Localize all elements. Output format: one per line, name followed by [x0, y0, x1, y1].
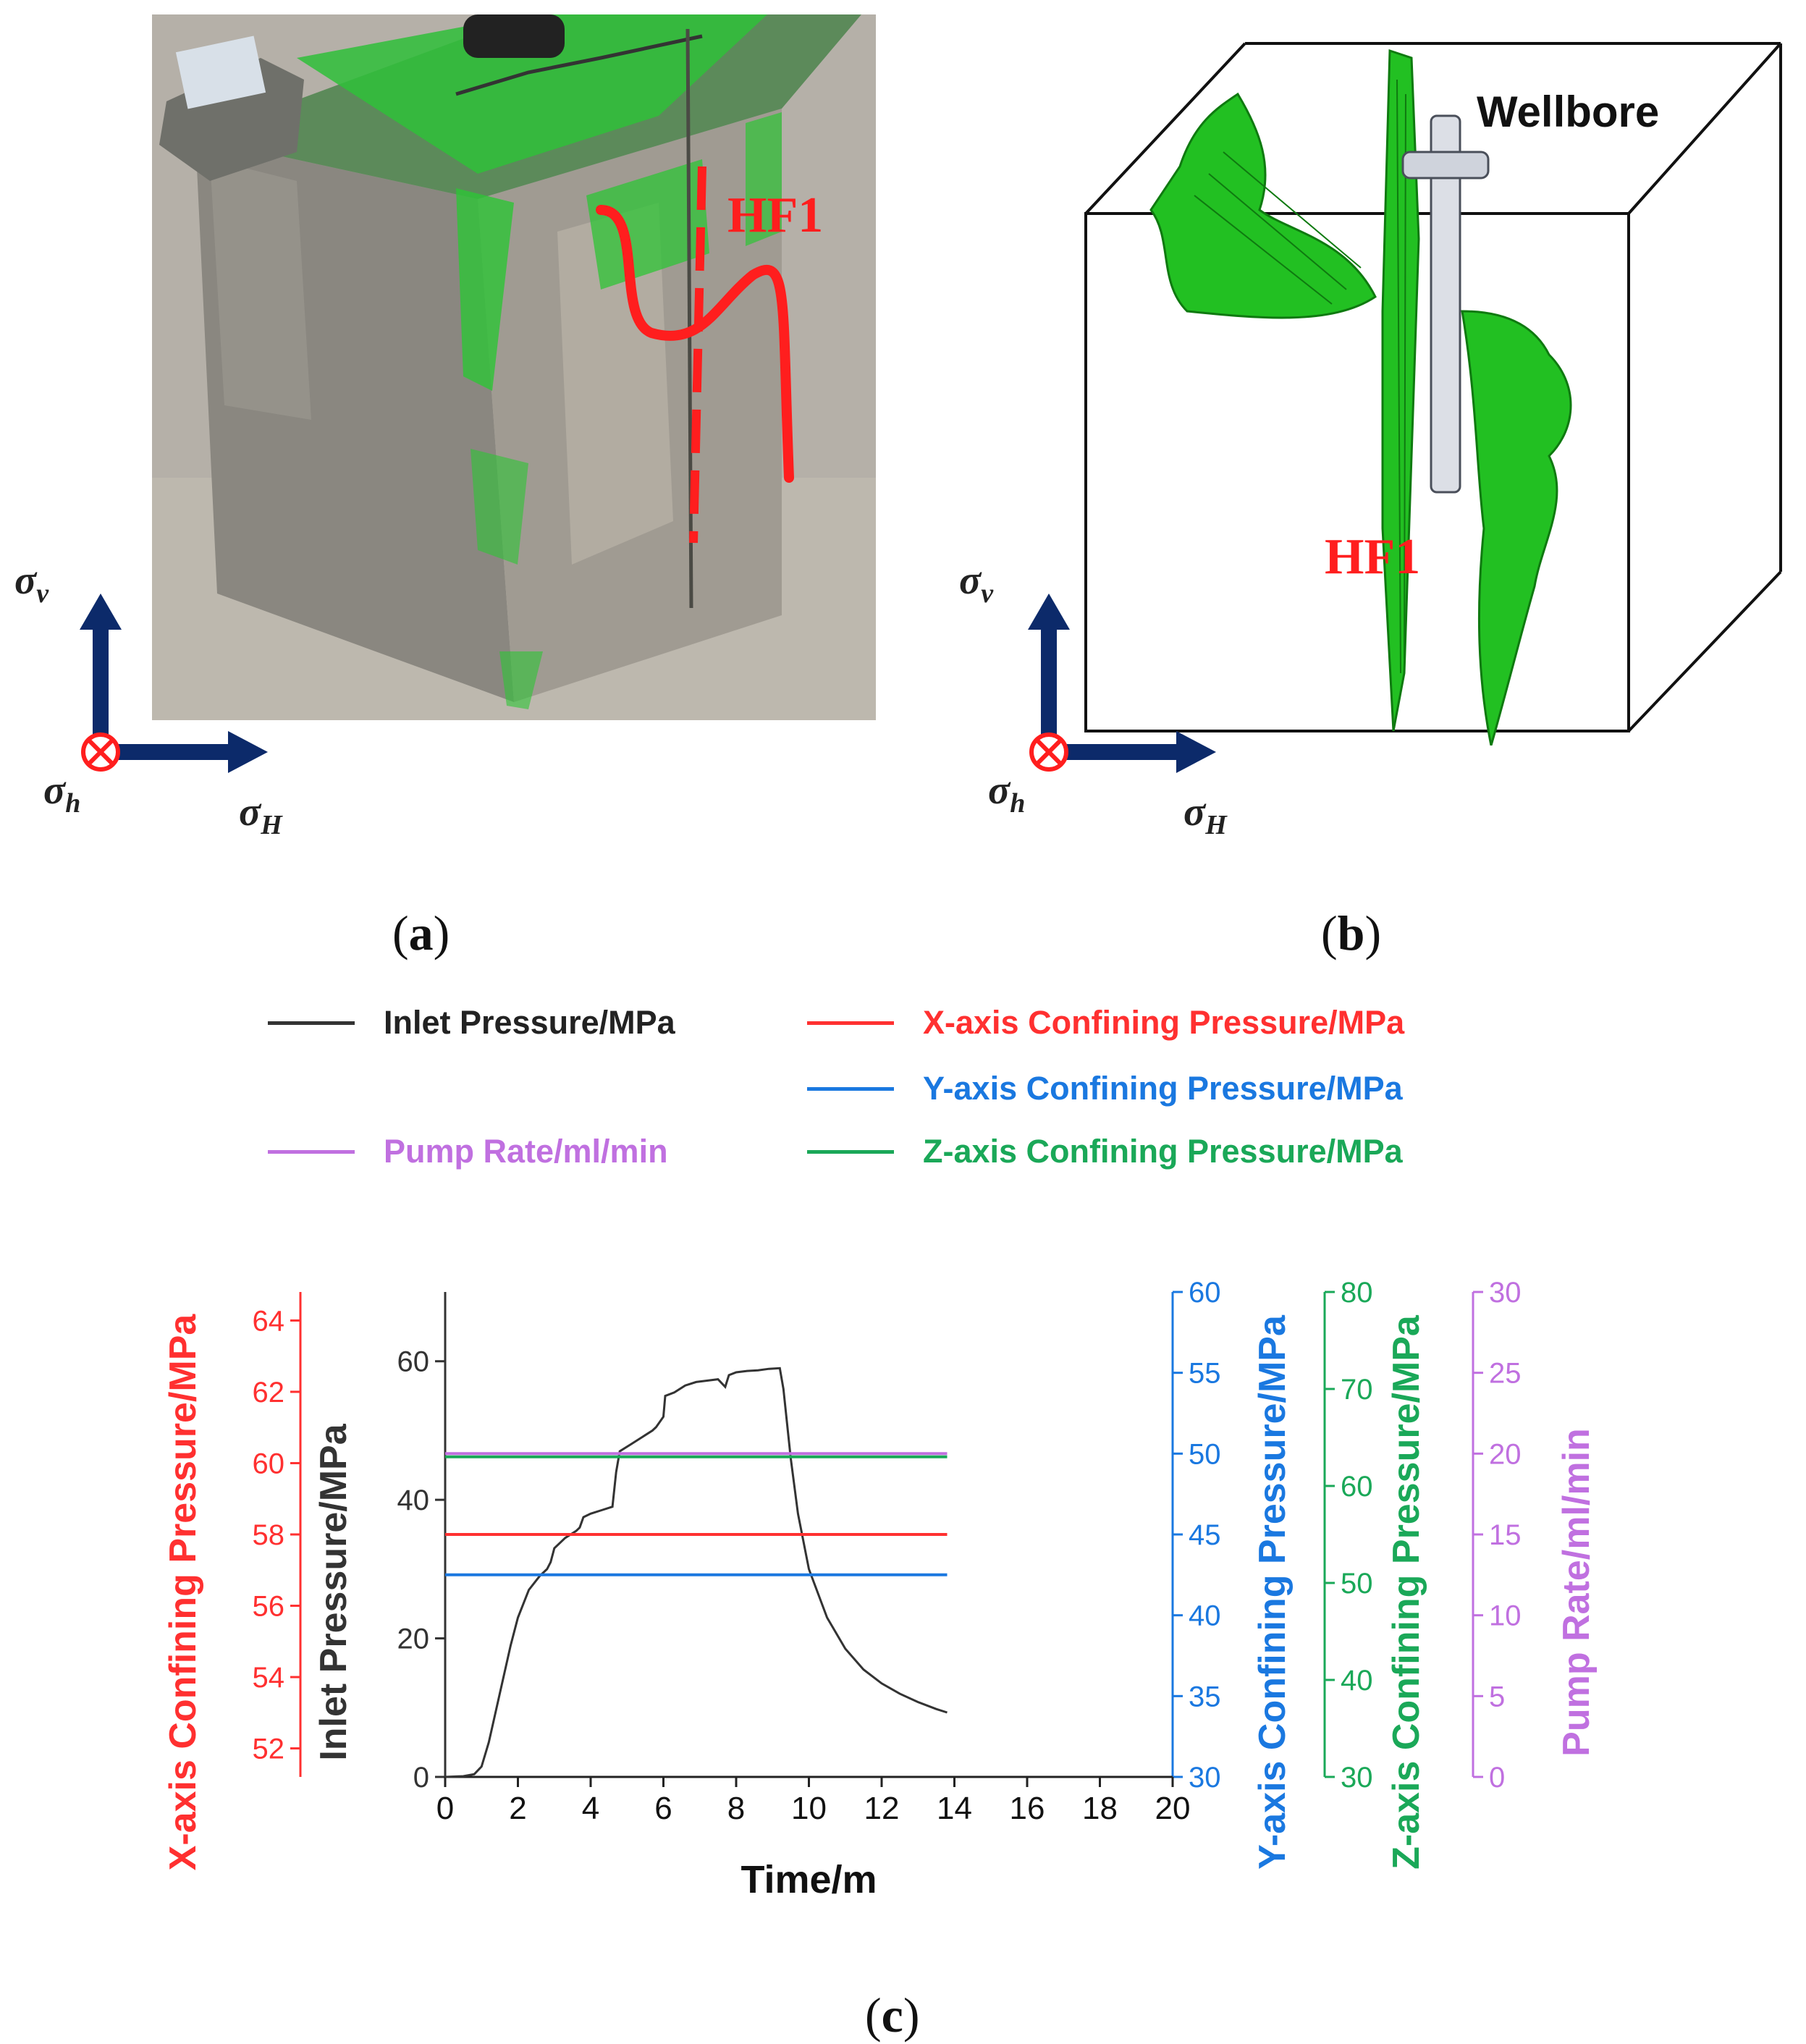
- x-tick-label: 6: [654, 1791, 672, 1826]
- panel-b-sigma-h-label: σh: [988, 768, 1026, 819]
- wellbore-pipe: [1430, 114, 1461, 494]
- y-axis-label-pump: Pump Rate/ml/min: [1556, 1428, 1598, 1757]
- y-tick-label-inlet: 60: [397, 1346, 430, 1378]
- x-tick-label: 18: [1082, 1791, 1118, 1826]
- y-tick-label-pump: 0: [1489, 1762, 1505, 1794]
- y-tick-label-pump: 10: [1489, 1600, 1522, 1632]
- sigma-v-arrow-head: [80, 594, 122, 630]
- y-tick-label-z_axis: 70: [1341, 1374, 1373, 1406]
- legend-swatch-inlet: [268, 1021, 355, 1025]
- panel-b-hf1-label: HF1: [1325, 529, 1421, 585]
- legend-x-axis: X-axis Confining Pressure/MPa: [807, 1004, 1404, 1042]
- y-tick-label-x_axis: 60: [253, 1448, 285, 1479]
- y-tick-label-z_axis: 40: [1341, 1665, 1373, 1697]
- wellbore-knob: [463, 14, 565, 58]
- panel-a-letter: (a): [392, 905, 450, 960]
- panel-b-sigma-H-label: σH: [1183, 790, 1227, 841]
- x-tick-label: 20: [1155, 1791, 1191, 1826]
- y-tick-label-x_axis: 52: [253, 1733, 285, 1765]
- y-tick-label-y_axis: 35: [1189, 1681, 1221, 1713]
- y-tick-label-pump: 30: [1489, 1277, 1522, 1309]
- y-tick-label-z_axis: 50: [1341, 1568, 1373, 1600]
- legend-label-pump: Pump Rate/ml/min: [384, 1133, 668, 1170]
- sigma-H-arrow-head: [228, 731, 268, 773]
- wellbore-collar: [1401, 151, 1490, 180]
- y-tick-label-z_axis: 60: [1341, 1471, 1373, 1503]
- x-tick-label: 14: [937, 1791, 972, 1826]
- sigma-v-arrow-head: [1028, 594, 1070, 630]
- y-axis-label-x_axis: X-axis Confining Pressure/MPa: [162, 1314, 204, 1871]
- panel-a-sigma-v-label: σv: [14, 558, 49, 609]
- legend-label-z-axis: Z-axis Confining Pressure/MPa: [923, 1133, 1403, 1170]
- y-tick-label-z_axis: 80: [1341, 1277, 1373, 1309]
- panel-a-sigma-h-label: σh: [43, 768, 81, 819]
- hf1-solid-trace: [596, 205, 794, 483]
- y-tick-label-y_axis: 60: [1189, 1277, 1221, 1309]
- sigma-H-arrow-head: [1176, 731, 1216, 773]
- legend-label-inlet: Inlet Pressure/MPa: [384, 1004, 675, 1041]
- legend-label-y-axis: Y-axis Confining Pressure/MPa: [923, 1070, 1403, 1107]
- panel-b-sigma-v-label: σv: [959, 558, 994, 609]
- sigma-v-arrow-shaft: [93, 622, 109, 764]
- sigma-v-arrow-shaft: [1041, 622, 1057, 764]
- y-tick-label-x_axis: 58: [253, 1519, 285, 1551]
- legend-z-axis: Z-axis Confining Pressure/MPa: [807, 1133, 1403, 1170]
- panel-b-3d-model: [1084, 42, 1782, 746]
- y-tick-label-y_axis: 55: [1189, 1358, 1221, 1390]
- series-line-inlet: [444, 1367, 948, 1778]
- y-tick-label-y_axis: 40: [1189, 1600, 1221, 1632]
- x-tick-label: 4: [582, 1791, 599, 1826]
- y-tick-label-x_axis: 64: [253, 1305, 285, 1337]
- x-tick-label: 0: [436, 1791, 454, 1826]
- y-tick-label-pump: 15: [1489, 1519, 1522, 1551]
- x-tick-label: 12: [864, 1791, 900, 1826]
- legend-swatch-x-axis: [807, 1021, 894, 1025]
- y-tick-label-y_axis: 30: [1189, 1762, 1221, 1794]
- y-tick-label-x_axis: 54: [253, 1662, 285, 1694]
- x-tick-label: 10: [791, 1791, 827, 1826]
- panel-b-stress-axes: [1028, 594, 1216, 773]
- sigma-H-arrow-shaft: [1064, 744, 1180, 760]
- y-axis-label-inlet: Inlet Pressure/MPa: [313, 1423, 355, 1760]
- legend-swatch-z-axis: [807, 1149, 894, 1154]
- y-tick-label-x_axis: 56: [253, 1591, 285, 1623]
- panel-b-letter: (b): [1321, 905, 1382, 960]
- panel-a-stress-axes: [80, 594, 268, 773]
- y-tick-label-y_axis: 45: [1189, 1519, 1221, 1551]
- legend-swatch-pump: [268, 1149, 355, 1154]
- fracture-left-wing: [1149, 92, 1377, 319]
- y-tick-label-z_axis: 30: [1341, 1762, 1373, 1794]
- hf1-dashed-trace: [689, 166, 706, 544]
- y-tick-label-x_axis: 62: [253, 1377, 285, 1409]
- y-axis-label-z_axis: Z-axis Confining Pressure/MPa: [1385, 1314, 1427, 1870]
- y-tick-label-pump: 20: [1489, 1438, 1522, 1470]
- y-tick-label-inlet: 40: [397, 1485, 430, 1516]
- legend-inlet: Inlet Pressure/MPa: [268, 1004, 675, 1042]
- fracture-right-wing: [1461, 310, 1572, 746]
- x-tick-label: 16: [1010, 1791, 1045, 1826]
- x-tick-label: 8: [727, 1791, 745, 1826]
- panel-a-hf1-label: HF1: [727, 187, 824, 243]
- y-tick-label-y_axis: 50: [1189, 1438, 1221, 1470]
- y-tick-label-pump: 5: [1489, 1681, 1505, 1713]
- panel-a-photo: [152, 14, 876, 720]
- y-tick-label-inlet: 20: [397, 1623, 430, 1655]
- legend-y-axis: Y-axis Confining Pressure/MPa: [807, 1070, 1403, 1107]
- panel-c-letter: (c): [865, 1988, 920, 2043]
- x-tick-label: 2: [509, 1791, 526, 1826]
- panel-a-sigma-H-label: σH: [239, 790, 282, 841]
- y-tick-label-inlet: 0: [413, 1762, 429, 1794]
- legend-swatch-y-axis: [807, 1086, 894, 1091]
- legend-pump: Pump Rate/ml/min: [268, 1133, 668, 1170]
- legend-label-x-axis: X-axis Confining Pressure/MPa: [923, 1004, 1405, 1041]
- sigma-H-arrow-shaft: [116, 744, 232, 760]
- fracture-hf1-main: [1381, 48, 1420, 732]
- y-tick-label-pump: 25: [1489, 1358, 1522, 1390]
- y-axis-label-y_axis: Y-axis Confining Pressure/MPa: [1252, 1314, 1294, 1870]
- x-axis-label: Time/m: [740, 1858, 877, 1901]
- panel-b-wellbore-label: Wellbore: [1477, 88, 1660, 136]
